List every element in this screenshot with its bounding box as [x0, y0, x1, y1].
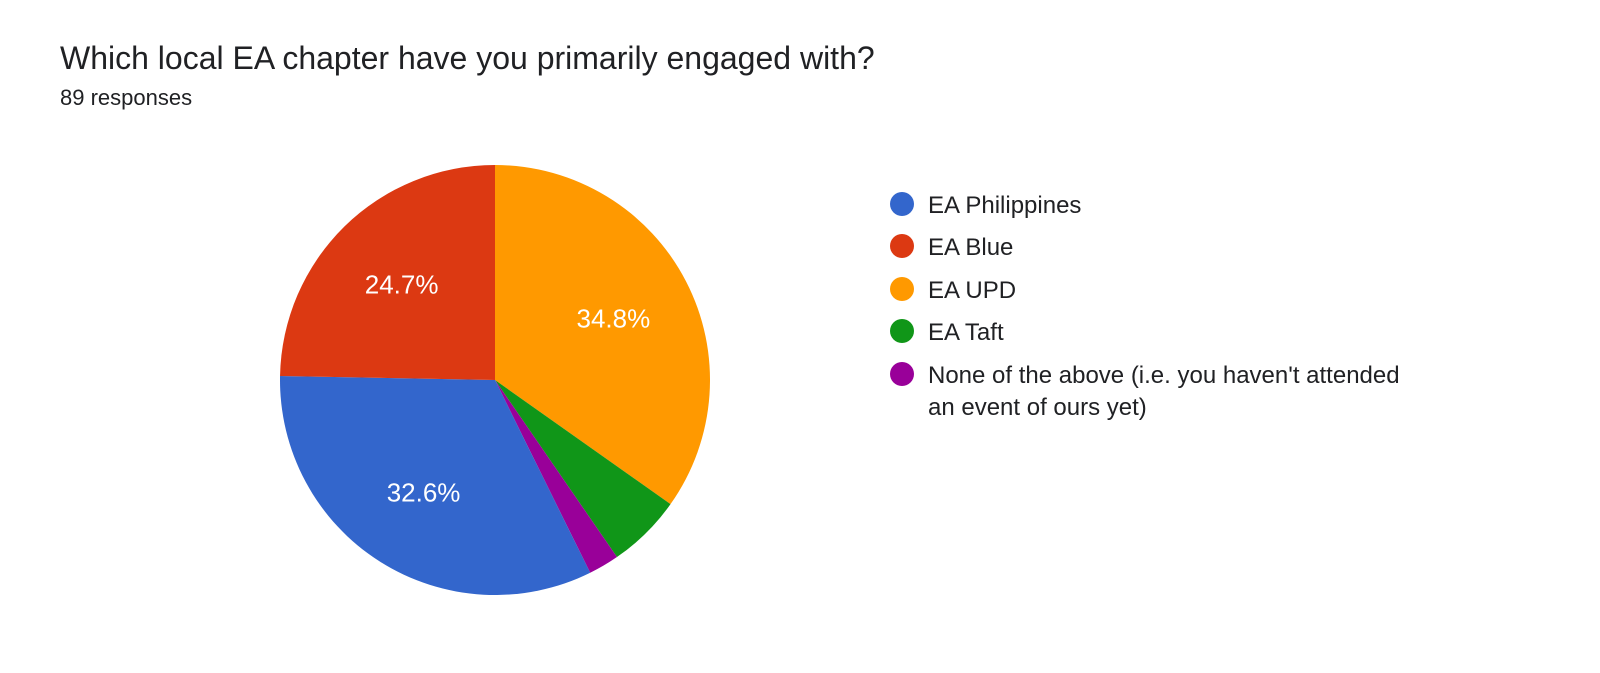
- legend-swatch: [890, 192, 914, 216]
- slice-label: 32.6%: [387, 477, 461, 508]
- legend-label: None of the above (i.e. you haven't atte…: [928, 360, 1428, 425]
- legend-label: EA Taft: [928, 317, 1004, 349]
- legend-swatch: [890, 362, 914, 386]
- legend-label: EA UPD: [928, 275, 1016, 307]
- legend: EA Philippines EA Blue EA UPD EA Taft None o…: [890, 190, 1490, 434]
- legend-label: EA Philippines: [928, 190, 1081, 222]
- legend-item: EA Taft: [890, 317, 1490, 349]
- chart-container: Which local EA chapter have you primaril…: [0, 0, 1600, 673]
- legend-swatch: [890, 234, 914, 258]
- legend-item: EA Blue: [890, 232, 1490, 264]
- slice-label: 34.8%: [577, 303, 651, 334]
- legend-item: EA Philippines: [890, 190, 1490, 222]
- response-count: 89 responses: [60, 85, 1540, 111]
- legend-label: EA Blue: [928, 232, 1013, 264]
- chart-title: Which local EA chapter have you primaril…: [60, 40, 1540, 77]
- legend-item: EA UPD: [890, 275, 1490, 307]
- legend-swatch: [890, 319, 914, 343]
- slice-label: 24.7%: [365, 269, 439, 300]
- legend-item: None of the above (i.e. you haven't atte…: [890, 360, 1490, 425]
- chart-area: 34.8%32.6%24.7% EA PhilippinesEA BlueEA …: [0, 150, 1600, 650]
- pie-svg: [280, 165, 710, 595]
- pie-chart: 34.8% 32.6% 24.7%: [280, 165, 710, 595]
- legend-swatch: [890, 277, 914, 301]
